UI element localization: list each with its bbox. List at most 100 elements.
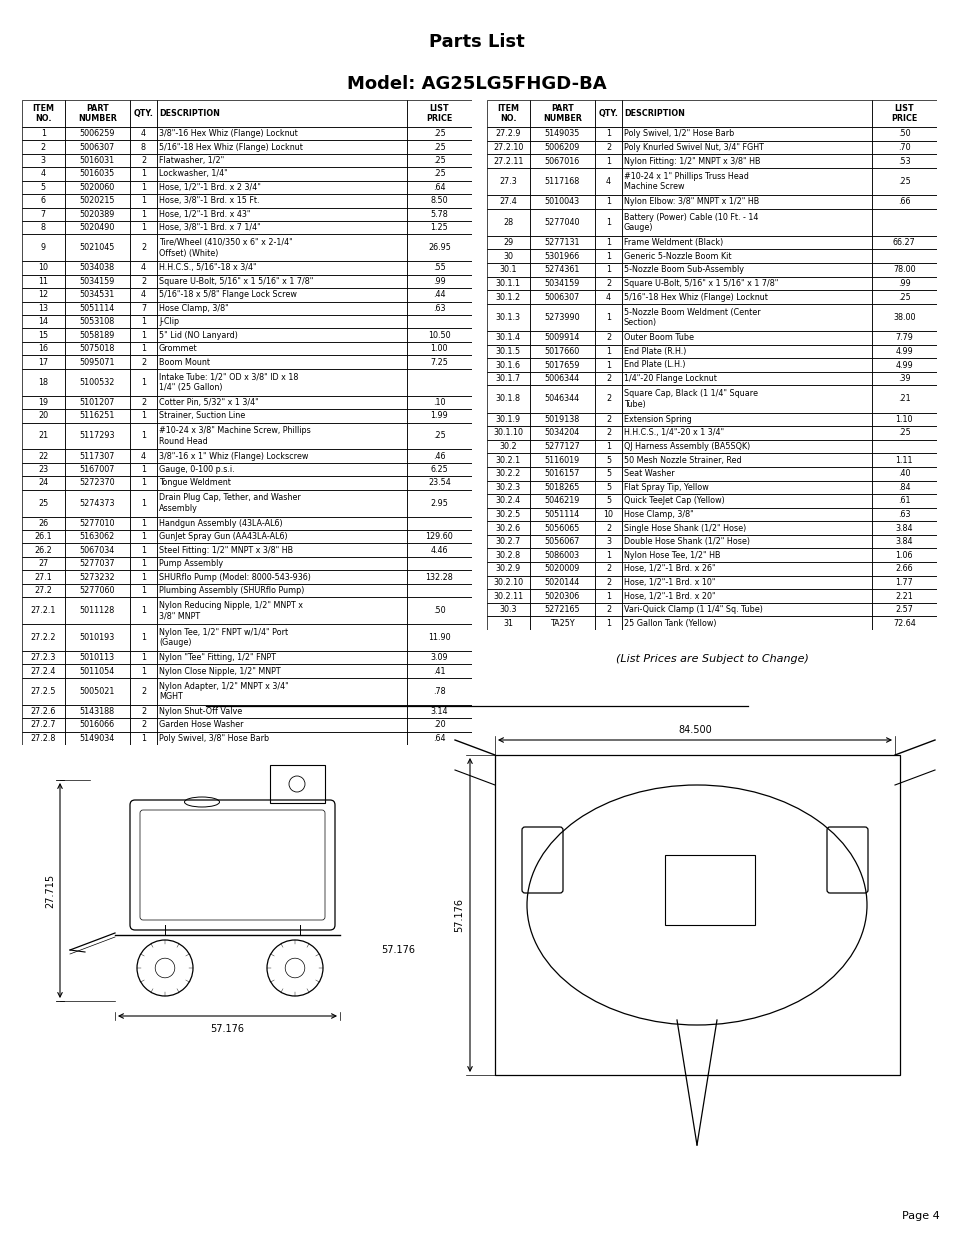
Text: Nylon Fitting: 1/2" MNPT x 3/8" HB: Nylon Fitting: 1/2" MNPT x 3/8" HB <box>623 157 760 165</box>
Bar <box>157 584 406 598</box>
Bar <box>406 274 472 288</box>
Bar <box>65 571 130 584</box>
Bar <box>130 369 157 395</box>
Text: Quick TeeJet Cap (Yellow): Quick TeeJet Cap (Yellow) <box>623 496 724 505</box>
Text: (List Prices are Subject to Change): (List Prices are Subject to Change) <box>615 655 807 664</box>
Text: 5301966: 5301966 <box>544 252 579 261</box>
Bar <box>65 356 130 369</box>
Text: 4: 4 <box>605 177 610 186</box>
Text: 5020060: 5020060 <box>80 183 115 191</box>
Bar <box>65 329 130 342</box>
Bar <box>529 385 595 412</box>
Text: 5006259: 5006259 <box>79 130 115 138</box>
Bar <box>130 450 157 463</box>
Text: 7: 7 <box>41 210 46 219</box>
Text: 29: 29 <box>503 238 513 247</box>
Bar <box>621 508 871 521</box>
Bar <box>621 467 871 480</box>
Bar <box>130 477 157 490</box>
Bar <box>486 535 529 548</box>
Text: QJ Harness Assembly (BA5SQK): QJ Harness Assembly (BA5SQK) <box>623 442 749 451</box>
Bar <box>595 249 621 263</box>
Text: 5095071: 5095071 <box>79 357 115 367</box>
Text: 1: 1 <box>605 217 610 227</box>
Text: Flat Spray Tip, Yellow: Flat Spray Tip, Yellow <box>623 483 708 492</box>
Bar <box>871 277 936 290</box>
Bar <box>130 329 157 342</box>
Text: 9: 9 <box>41 243 46 252</box>
Text: 1: 1 <box>141 210 146 219</box>
Text: .20: .20 <box>433 720 445 730</box>
Text: #10-24 x 3/8" Machine Screw, Phillips
Round Head: #10-24 x 3/8" Machine Screw, Phillips Ro… <box>159 426 311 446</box>
Bar <box>871 548 936 562</box>
Text: 30.3: 30.3 <box>499 605 517 614</box>
Bar <box>871 209 936 236</box>
Bar <box>65 288 130 301</box>
Bar <box>65 315 130 329</box>
Bar <box>22 678 65 705</box>
Text: 57.176: 57.176 <box>454 898 463 932</box>
Bar <box>157 342 406 356</box>
Bar <box>871 412 936 426</box>
Text: 7: 7 <box>141 304 146 312</box>
Bar <box>529 263 595 277</box>
Text: 1: 1 <box>141 411 146 420</box>
Bar <box>130 301 157 315</box>
Bar <box>529 195 595 209</box>
Text: 10.50: 10.50 <box>428 331 450 340</box>
Bar <box>529 467 595 480</box>
Bar <box>529 127 595 141</box>
Bar <box>157 167 406 180</box>
Bar <box>529 603 595 616</box>
Text: 1: 1 <box>605 198 610 206</box>
Text: .84: .84 <box>897 483 910 492</box>
Bar <box>406 356 472 369</box>
Bar <box>157 718 406 731</box>
Bar <box>65 463 130 477</box>
Bar <box>157 490 406 516</box>
Bar <box>621 168 871 195</box>
Bar <box>486 168 529 195</box>
Text: 5016035: 5016035 <box>80 169 115 178</box>
Bar <box>22 584 65 598</box>
Text: Handgun Assembly (43LA-AL6): Handgun Assembly (43LA-AL6) <box>159 519 282 527</box>
Text: 8: 8 <box>141 142 146 152</box>
Text: 6.25: 6.25 <box>430 466 448 474</box>
Bar <box>486 127 529 141</box>
Text: 5117293: 5117293 <box>79 431 115 441</box>
Text: 2: 2 <box>605 605 611 614</box>
Text: 30.2.1: 30.2.1 <box>496 456 520 464</box>
Bar <box>621 440 871 453</box>
Text: Pump Assembly: Pump Assembly <box>159 559 223 568</box>
Bar <box>130 141 157 153</box>
Text: 19: 19 <box>38 398 49 406</box>
Bar <box>595 508 621 521</box>
Bar <box>621 209 871 236</box>
Bar <box>22 329 65 342</box>
Text: .44: .44 <box>433 290 445 299</box>
Text: 5016066: 5016066 <box>80 720 114 730</box>
Bar <box>486 385 529 412</box>
Text: Intake Tube: 1/2" OD x 3/8" ID x 18
1/4" (25 Gallon): Intake Tube: 1/2" OD x 3/8" ID x 18 1/4"… <box>159 373 298 391</box>
Text: .50: .50 <box>897 130 910 138</box>
Text: 5/16"-18 x 5/8" Flange Lock Screw: 5/16"-18 x 5/8" Flange Lock Screw <box>159 290 296 299</box>
Bar <box>130 235 157 262</box>
Bar <box>130 127 157 141</box>
Text: 2: 2 <box>605 143 611 152</box>
Text: 27.2.4: 27.2.4 <box>30 667 56 676</box>
Bar <box>157 463 406 477</box>
Bar <box>22 207 65 221</box>
Text: 4: 4 <box>141 452 146 461</box>
Bar <box>65 180 130 194</box>
Text: 30.2.11: 30.2.11 <box>493 592 523 600</box>
Text: 4.46: 4.46 <box>430 546 448 555</box>
Text: 1.10: 1.10 <box>895 415 912 424</box>
Bar <box>22 274 65 288</box>
Text: TA25Y: TA25Y <box>550 619 574 627</box>
Bar <box>22 127 65 141</box>
Bar <box>22 731 65 745</box>
Text: Poly Swivel, 1/2" Hose Barb: Poly Swivel, 1/2" Hose Barb <box>623 130 734 138</box>
Bar <box>529 589 595 603</box>
Bar <box>22 477 65 490</box>
Text: 3.84: 3.84 <box>895 524 912 532</box>
